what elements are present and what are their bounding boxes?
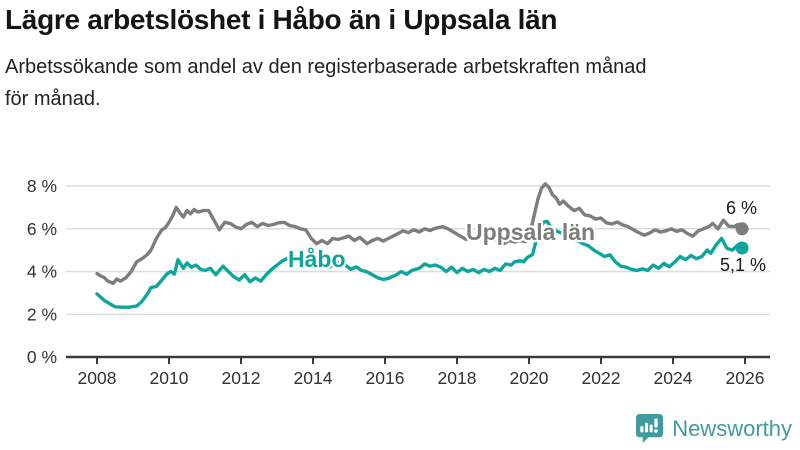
x-axis-tick-label: 2016 <box>366 368 405 388</box>
chart-subtitle: Arbetssökande som andel av den registerb… <box>5 51 795 116</box>
y-axis-tick-label: 0 % <box>27 347 57 367</box>
x-axis-tick-label: 2024 <box>654 368 693 388</box>
x-axis-tick-label: 2012 <box>222 368 261 388</box>
y-axis-tick-label: 4 % <box>27 262 57 282</box>
y-axis-labels: 0 % 2 % 4 % 6 % 8 % <box>27 176 57 367</box>
uppsala-lan-end-value-label: 6 % <box>726 198 757 218</box>
x-axis-tick-label: 2022 <box>582 368 621 388</box>
habo-series-label: Håbo <box>288 246 346 272</box>
x-axis-ticks <box>96 357 746 364</box>
x-axis-tick-label: 2020 <box>510 368 549 388</box>
x-axis-tick-label: 2018 <box>438 368 477 388</box>
page-title: Lägre arbetslöshet i Håbo än i Uppsala l… <box>5 4 558 35</box>
x-axis-labels: 2008 2010 2012 2014 2016 2018 2020 2022 2024 2026 <box>78 368 765 388</box>
x-axis-tick-label: 2010 <box>150 368 189 388</box>
habo-line <box>95 219 744 309</box>
y-axis-tick-label: 2 % <box>27 304 57 324</box>
chart-subtitle-line-1: Arbetssökande som andel av den registerb… <box>5 56 647 78</box>
uppsala-lan-series-label: Uppsala län <box>466 219 595 245</box>
habo-end-value-label: 5,1 % <box>720 255 766 275</box>
y-axis-tick-label: 6 % <box>27 219 57 239</box>
uppsala-lan-end-dot <box>735 222 749 236</box>
uppsala-lan-line <box>95 182 744 285</box>
newsworthy-logo[interactable]: Newsworthy <box>635 413 792 444</box>
y-axis-tick-label: 8 % <box>27 176 57 196</box>
chart-header: Lägre arbetslöshet i Håbo än i Uppsala l… <box>5 4 795 116</box>
newsworthy-icon <box>636 414 664 443</box>
x-axis-tick-label: 2026 <box>726 368 765 388</box>
newsworthy-logo-text: Newsworthy <box>672 415 792 441</box>
chart-subtitle-line-2: för månad. <box>5 88 101 111</box>
x-axis-tick-label: 2014 <box>294 368 333 388</box>
chart-gridlines <box>66 185 770 315</box>
habo-end-dot <box>735 241 749 255</box>
x-axis-tick-label: 2008 <box>78 368 117 388</box>
